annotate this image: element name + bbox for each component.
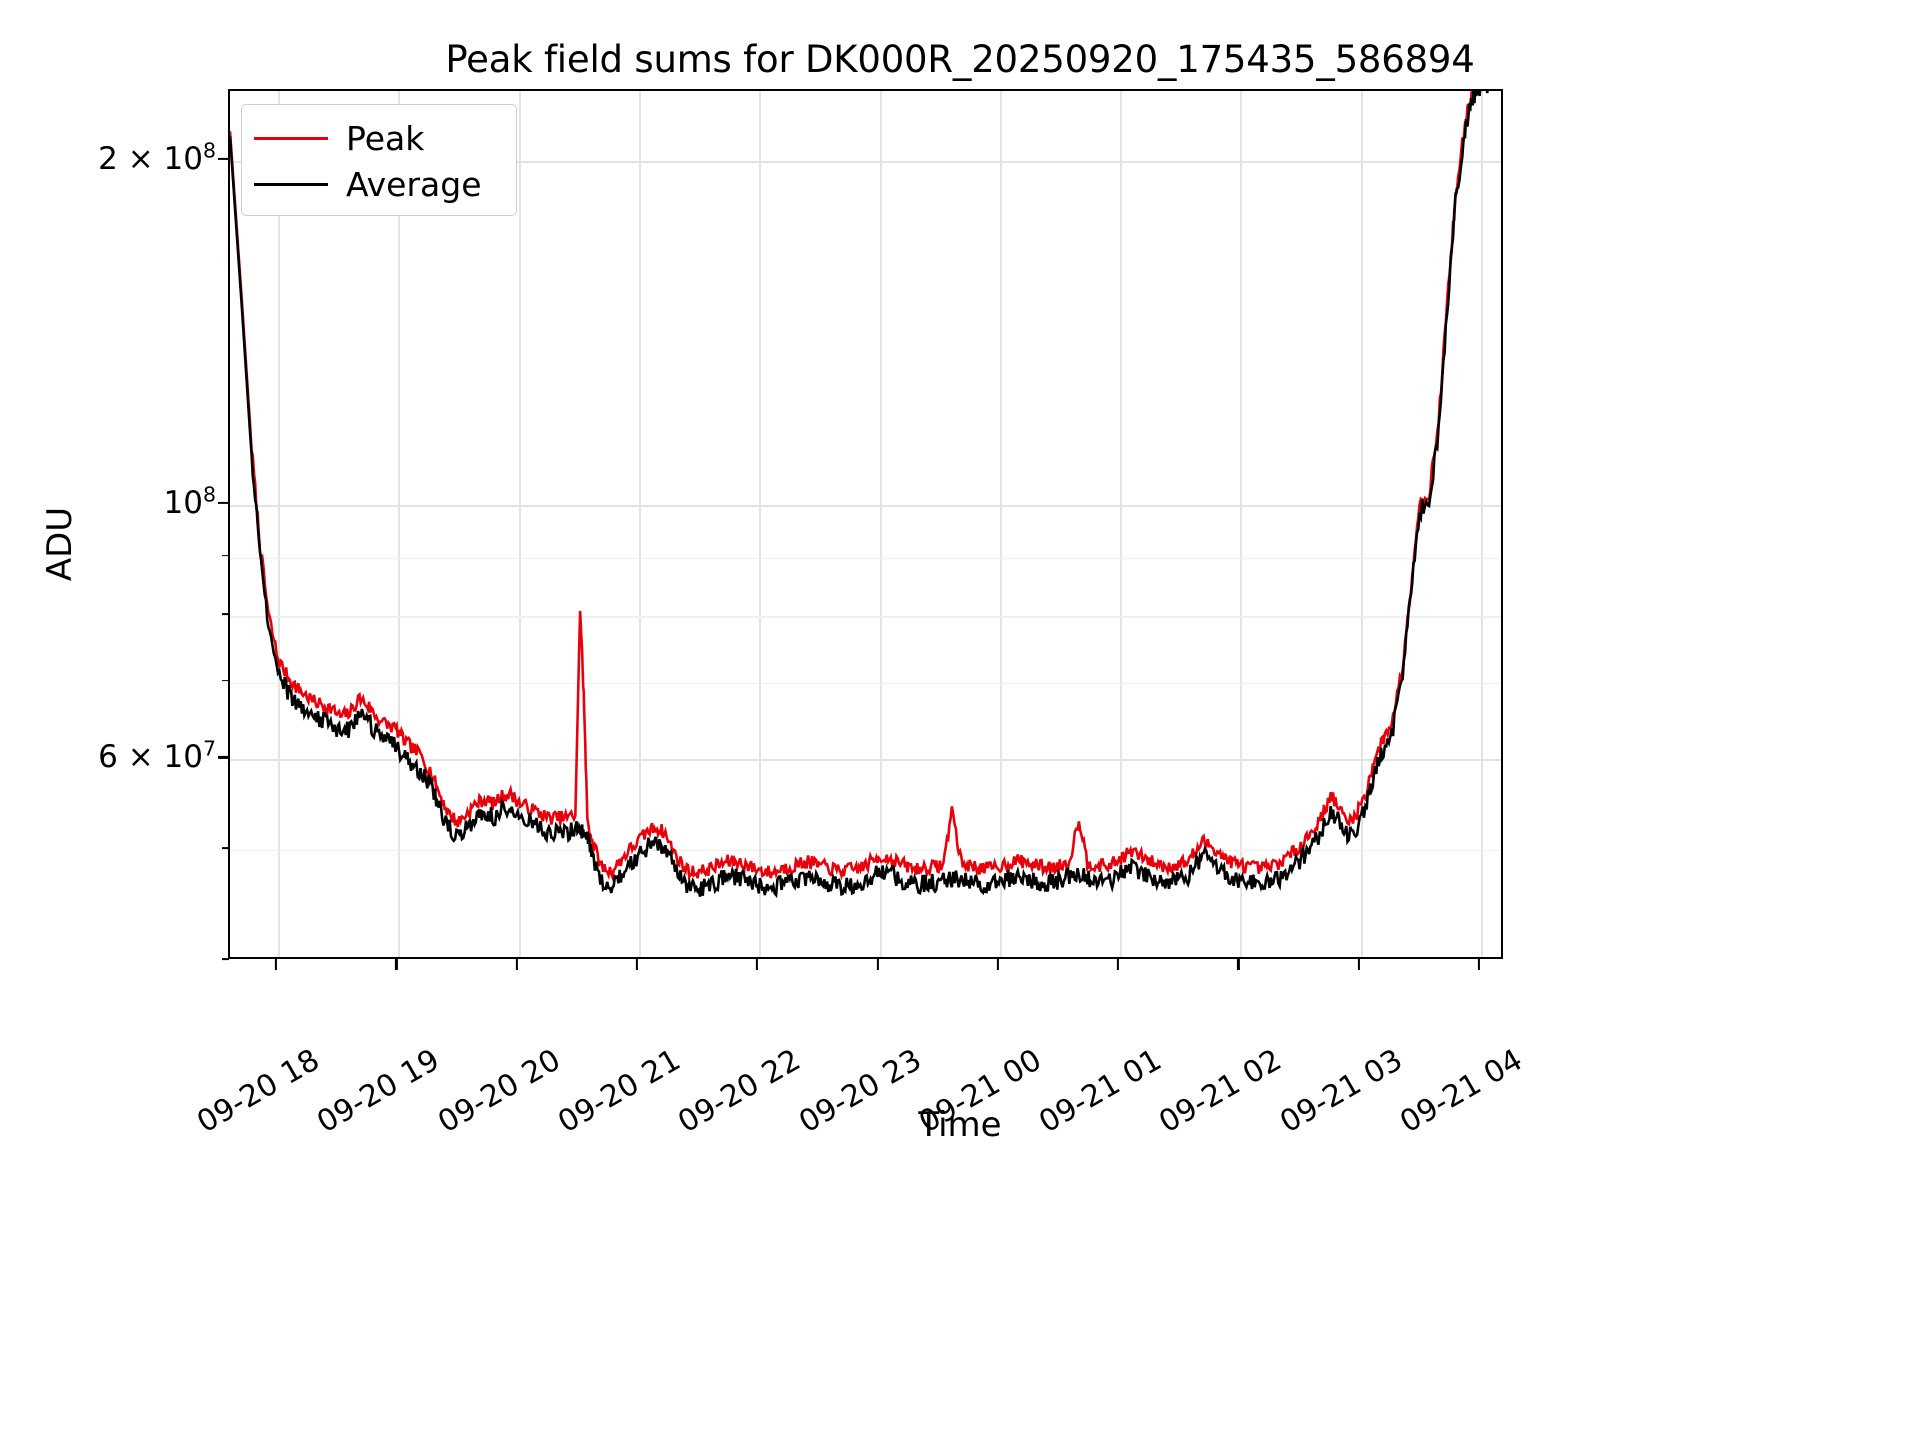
- x-axis-label: Time: [918, 1105, 1002, 1145]
- legend-label-average: Average: [346, 164, 482, 204]
- legend-swatch-average: [254, 182, 328, 186]
- grid-line-vertical: [638, 91, 641, 957]
- x-tick-mark: [515, 959, 518, 970]
- grid-line-vertical: [759, 91, 762, 957]
- y-tick-mark-minor: [222, 958, 229, 960]
- grid-line-vertical: [398, 91, 401, 957]
- grid-line-vertical: [1360, 91, 1363, 957]
- grid-line-vertical: [1240, 91, 1243, 957]
- y-tick-mark-minor: [222, 679, 229, 682]
- x-tick-mark: [635, 959, 639, 970]
- y-tick-mark-minor: [222, 554, 229, 557]
- page-title: Peak field sums for DK000R_20250920_1754…: [445, 38, 1475, 81]
- grid-lines: [230, 91, 1501, 957]
- grid-line-vertical: [1480, 91, 1483, 957]
- x-tick-mark: [756, 959, 759, 970]
- grid-line-horizontal: [230, 616, 1501, 618]
- x-tick-mark: [1237, 959, 1240, 970]
- grid-line-vertical: [999, 91, 1002, 957]
- y-tick-mark-minor: [222, 847, 229, 849]
- grid-line-horizontal: [230, 505, 1501, 508]
- trace-average: [230, 91, 1489, 899]
- x-tick-mark: [275, 959, 278, 970]
- y-tick-label: 108: [163, 482, 216, 522]
- y-axis-label: ADU: [40, 506, 80, 582]
- grid-line-vertical: [879, 91, 882, 957]
- legend-label-peak: Peak: [346, 118, 425, 158]
- y-tick-mark-minor: [222, 613, 229, 616]
- trace-peak: [230, 91, 1477, 883]
- legend-item-average: Average: [254, 161, 504, 207]
- x-tick-mark: [1357, 959, 1360, 970]
- x-tick-mark: [1477, 959, 1481, 970]
- x-tick-mark: [395, 959, 398, 970]
- grid-line-vertical: [518, 91, 521, 957]
- grid-line-horizontal: [230, 682, 1501, 685]
- grid-line-horizontal: [230, 850, 1501, 852]
- legend-item-peak: Peak: [254, 115, 504, 161]
- x-tick-mark: [996, 959, 999, 970]
- grid-line-vertical: [278, 91, 281, 957]
- y-tick-mark: [218, 157, 229, 160]
- grid-line-horizontal: [230, 557, 1501, 560]
- y-tick-mark: [218, 756, 229, 759]
- x-tick-mark: [876, 959, 879, 970]
- y-tick-mark: [218, 502, 229, 505]
- legend: Peak Average: [241, 104, 517, 216]
- legend-swatch-peak: [254, 136, 328, 140]
- grid-line-vertical: [1120, 91, 1123, 957]
- plot-area: [228, 89, 1503, 959]
- grid-line-horizontal: [230, 160, 1501, 163]
- x-tick-mark: [1117, 959, 1120, 970]
- y-tick-label: 6 × 107: [98, 737, 216, 776]
- data-traces: [230, 91, 1489, 899]
- y-tick-label: 2 × 108: [98, 138, 216, 177]
- grid-line-horizontal: [230, 759, 1501, 762]
